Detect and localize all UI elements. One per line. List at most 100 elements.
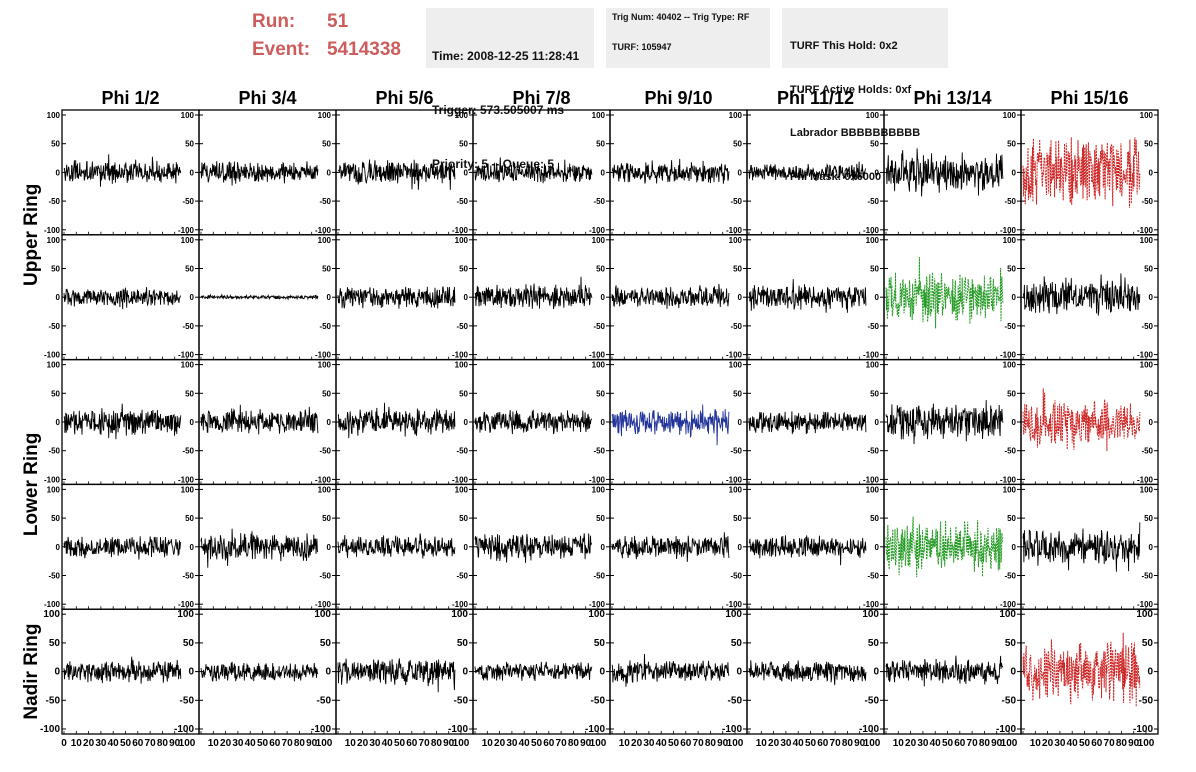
y-tick-label: -100 bbox=[996, 724, 1016, 735]
x-tick-label: 30 bbox=[232, 738, 244, 749]
x-tick-label: 10 bbox=[756, 738, 768, 749]
waveform-line-1-5 bbox=[611, 158, 730, 184]
waveform-line-1-7 bbox=[885, 148, 1004, 197]
x-tick-label: 80 bbox=[294, 738, 306, 749]
x-tick-label: 70 bbox=[1104, 738, 1116, 749]
event-line: Event: 5414338 bbox=[252, 36, 401, 64]
y-tick-label: 50 bbox=[1144, 265, 1153, 274]
y-tick-label: 50 bbox=[870, 265, 879, 274]
y-tick-label: 50 bbox=[185, 389, 194, 398]
y-tick-label: 50 bbox=[1144, 140, 1153, 149]
y-tick-label: 100 bbox=[318, 361, 332, 370]
waveform-line-2-7 bbox=[885, 256, 1004, 329]
y-tick-label: -50 bbox=[865, 695, 880, 706]
y-tick-label: -100 bbox=[1000, 226, 1017, 235]
x-tick-label: 80 bbox=[1116, 738, 1128, 749]
y-tick-label: -50 bbox=[593, 572, 605, 581]
x-tick-label: 50 bbox=[668, 738, 680, 749]
x-tick-label: 80 bbox=[568, 738, 580, 749]
y-tick-label: -100 bbox=[174, 724, 194, 735]
y-tick-label: 0 bbox=[56, 168, 61, 177]
x-tick-label: 10 bbox=[208, 738, 220, 749]
y-tick-label: -100 bbox=[44, 600, 61, 609]
y-tick-label: -100 bbox=[863, 351, 880, 360]
y-tick-label: -50 bbox=[1141, 197, 1153, 206]
y-tick-label: -100 bbox=[722, 724, 742, 735]
y-tick-label: 50 bbox=[322, 389, 331, 398]
y-tick-label: 100 bbox=[592, 361, 606, 370]
y-tick-label: -50 bbox=[456, 322, 468, 331]
labrador-text: Labrador BBBBBBBBBB bbox=[790, 127, 921, 139]
y-tick-label: 100 bbox=[181, 111, 195, 120]
x-tick-label: 80 bbox=[842, 738, 854, 749]
y-tick-label: -100 bbox=[726, 475, 743, 484]
x-tick-label: 20 bbox=[905, 738, 917, 749]
y-tick-label: 100 bbox=[1140, 485, 1154, 494]
priority-text: Priority: 5 -- Queue: 5 bbox=[432, 157, 555, 171]
waveform-line-3-6 bbox=[748, 411, 867, 435]
y-tick-label: 100 bbox=[318, 236, 332, 245]
x-tick-label: 40 bbox=[1067, 738, 1079, 749]
x-tick-label: 50 bbox=[257, 738, 269, 749]
y-tick-label: -50 bbox=[593, 322, 605, 331]
y-tick-label: 0 bbox=[738, 543, 743, 552]
y-tick-label: -100 bbox=[40, 724, 60, 735]
x-tick-label: 40 bbox=[245, 738, 257, 749]
y-tick-label: 50 bbox=[1142, 638, 1154, 649]
y-tick-label: -50 bbox=[1141, 447, 1153, 456]
y-tick-label: -100 bbox=[589, 351, 606, 360]
x-tick-label: 50 bbox=[805, 738, 817, 749]
run-event-block: Run: 51 Event: 5414338 bbox=[252, 8, 401, 64]
x-tick-label: 30 bbox=[917, 738, 929, 749]
y-tick-label: 0 bbox=[875, 418, 880, 427]
x-tick-label: 70 bbox=[145, 738, 157, 749]
x-tick-label: 50 bbox=[120, 738, 132, 749]
x-tick-label: 0 bbox=[61, 738, 67, 749]
waveform-line-1-8 bbox=[1022, 137, 1141, 208]
y-tick-label: -100 bbox=[448, 724, 468, 735]
y-tick-label: -50 bbox=[454, 695, 469, 706]
waveform-line-4-3 bbox=[337, 533, 456, 559]
y-tick-label: 100 bbox=[314, 609, 331, 620]
x-tick-label: 30 bbox=[643, 738, 655, 749]
x-tick-label: 100 bbox=[590, 738, 607, 749]
y-tick-label: 100 bbox=[47, 361, 61, 370]
x-tick-label: 100 bbox=[1001, 738, 1018, 749]
waveform-line-5-1 bbox=[63, 656, 182, 684]
y-tick-label: 50 bbox=[322, 514, 331, 523]
y-tick-label: -50 bbox=[46, 695, 61, 706]
y-tick-label: 100 bbox=[729, 361, 743, 370]
x-tick-label: 20 bbox=[357, 738, 369, 749]
y-tick-label: -50 bbox=[319, 197, 331, 206]
y-tick-label: 50 bbox=[1007, 389, 1016, 398]
y-tick-label: -50 bbox=[182, 447, 194, 456]
y-tick-label: -100 bbox=[863, 226, 880, 235]
y-tick-label: -50 bbox=[593, 197, 605, 206]
y-tick-label: -100 bbox=[44, 351, 61, 360]
x-tick-label: 40 bbox=[519, 738, 531, 749]
y-tick-label: 50 bbox=[870, 389, 879, 398]
y-tick-label: 0 bbox=[190, 168, 195, 177]
y-tick-label: 100 bbox=[999, 609, 1016, 620]
x-tick-label: 40 bbox=[656, 738, 668, 749]
y-tick-label: 50 bbox=[596, 140, 605, 149]
y-tick-label: 50 bbox=[51, 140, 60, 149]
y-tick-label: 50 bbox=[731, 638, 743, 649]
column-title-7: Phi 13/14 bbox=[913, 88, 991, 108]
column-title-1: Phi 1/2 bbox=[101, 88, 159, 108]
turf-active-text: TURF Active Holds: 0xf bbox=[790, 83, 912, 96]
y-tick-label: -50 bbox=[730, 447, 742, 456]
y-tick-label: 0 bbox=[327, 543, 332, 552]
event-value: 5414338 bbox=[327, 39, 401, 60]
y-tick-label: -100 bbox=[585, 724, 605, 735]
x-tick-label: 50 bbox=[1079, 738, 1091, 749]
trig-num-text: Trig Num: 40402 -- Trig Type: RF bbox=[612, 12, 750, 22]
y-tick-label: 0 bbox=[327, 168, 332, 177]
waveform-line-5-7 bbox=[885, 655, 1004, 687]
y-tick-label: 0 bbox=[1012, 293, 1017, 302]
y-tick-label: -100 bbox=[1137, 475, 1154, 484]
y-tick-label: 0 bbox=[464, 293, 469, 302]
y-tick-label: 0 bbox=[464, 168, 469, 177]
y-tick-label: -100 bbox=[452, 226, 469, 235]
y-tick-label: 0 bbox=[464, 543, 469, 552]
